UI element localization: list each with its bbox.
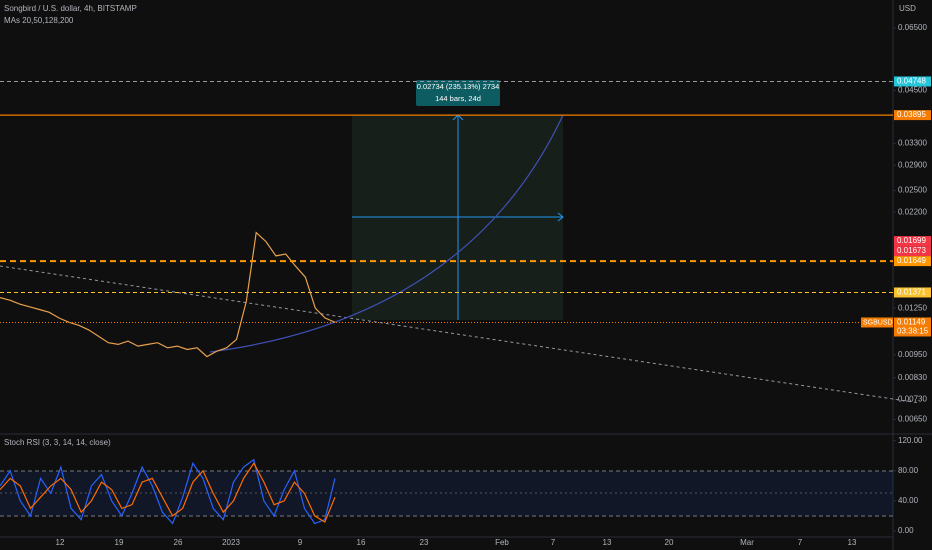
y-tick-label: 0.01250 bbox=[898, 303, 927, 312]
price-tag-label: 0.01699 bbox=[897, 236, 926, 245]
series-line bbox=[0, 462, 336, 523]
y-tick-label: 0.02900 bbox=[898, 160, 927, 169]
y-tick-label: 0.06500 bbox=[898, 23, 927, 32]
time-label: 19 bbox=[115, 538, 124, 547]
measure-label: 0.02734 (235.13%) 2734 bbox=[417, 82, 500, 91]
y-tick-label: 40.00 bbox=[898, 496, 919, 505]
price-tag-label: 0.03895 bbox=[897, 110, 926, 119]
y-tick-label: 120.00 bbox=[898, 436, 923, 445]
time-label: 13 bbox=[848, 538, 857, 547]
price-tag-label: 0.04748 bbox=[897, 77, 926, 86]
time-label: Feb bbox=[495, 538, 509, 547]
chart-title: Songbird / U.S. dollar, 4h, BITSTAMP bbox=[4, 4, 137, 13]
y-tick-label: 0.00 bbox=[898, 526, 914, 535]
price-tag bbox=[894, 110, 931, 121]
y-tick-label: 0.00650 bbox=[898, 414, 927, 423]
series-line bbox=[0, 231, 336, 358]
time-label: 7 bbox=[551, 538, 556, 547]
time-label: 26 bbox=[174, 538, 183, 547]
stoch-title: Stoch RSI (3, 3, 14, 14, close) bbox=[4, 438, 111, 447]
y-tick-label: 0.02500 bbox=[898, 186, 927, 195]
y-tick-label: 0.00730 bbox=[898, 395, 927, 404]
price-tag bbox=[894, 287, 931, 298]
time-label: 2023 bbox=[222, 538, 240, 547]
price-tag-label: 0.01673 bbox=[897, 246, 926, 255]
countdown: 03:38:15 bbox=[897, 327, 929, 336]
symbol-tag bbox=[861, 317, 893, 328]
time-label: 23 bbox=[420, 538, 429, 547]
y-tick-label: 0.04500 bbox=[898, 86, 927, 95]
curve bbox=[209, 114, 564, 353]
y-tick-label: 0.00830 bbox=[898, 373, 927, 382]
y-tick-label: 80.00 bbox=[898, 466, 919, 475]
trend-line bbox=[0, 265, 921, 404]
time-label: 13 bbox=[603, 538, 612, 547]
indicator-label: MAs 20,50,128,200 bbox=[4, 16, 74, 25]
price-tag bbox=[894, 256, 931, 267]
measure-arrow bbox=[557, 212, 564, 222]
time-label: 9 bbox=[298, 538, 303, 547]
price-tag-label: 0.01371 bbox=[897, 288, 926, 297]
y-tick-label: 0.00950 bbox=[898, 350, 927, 359]
price-tag bbox=[894, 76, 931, 87]
symbol-label: SGBUSD bbox=[863, 319, 893, 326]
y-tick-label: 0.03300 bbox=[898, 138, 927, 147]
price-tag bbox=[894, 246, 931, 257]
time-label: 20 bbox=[665, 538, 674, 547]
y-tick-label: 0.02200 bbox=[898, 207, 927, 216]
price-tag-label: 0.01149 bbox=[897, 318, 926, 327]
time-label: 7 bbox=[798, 538, 803, 547]
time-label: 16 bbox=[357, 538, 366, 547]
measure-label-box bbox=[416, 80, 500, 106]
price-tag bbox=[894, 317, 931, 337]
price-tag bbox=[894, 236, 931, 247]
time-label: Mar bbox=[740, 538, 754, 547]
time-label: 12 bbox=[56, 538, 65, 547]
measure-sublabel: 144 bars, 24d bbox=[435, 94, 481, 103]
currency-label: USD bbox=[899, 4, 916, 13]
price-tag-label: 0.01649 bbox=[897, 256, 926, 265]
